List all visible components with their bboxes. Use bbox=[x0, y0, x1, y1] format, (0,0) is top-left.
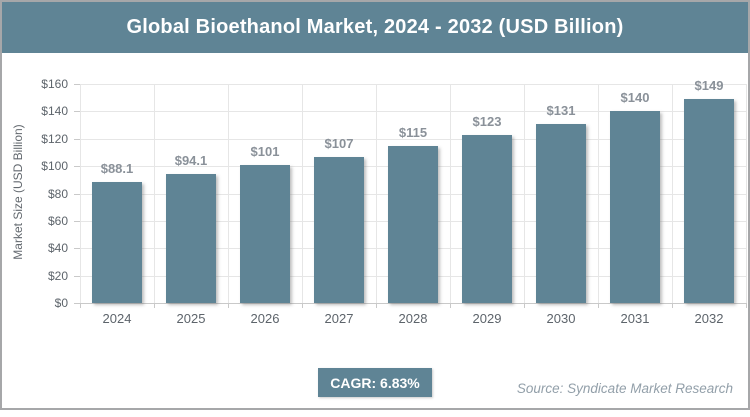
page-title: Global Bioethanol Market, 2024 - 2032 (U… bbox=[126, 16, 624, 38]
bar-2025 bbox=[166, 174, 216, 303]
bar-2026 bbox=[240, 164, 290, 303]
bar-2024 bbox=[92, 182, 142, 303]
v-gridline bbox=[154, 84, 155, 303]
bar-2030 bbox=[536, 123, 586, 303]
y-tick-label: $20 bbox=[47, 268, 68, 283]
x-tick-mark bbox=[80, 303, 81, 308]
v-gridline bbox=[228, 84, 229, 303]
y-tick-mark bbox=[74, 111, 80, 113]
x-tick-label: 2029 bbox=[472, 311, 502, 326]
x-tick-mark bbox=[302, 303, 303, 308]
v-gridline bbox=[746, 84, 747, 303]
y-tick-label: $140 bbox=[41, 104, 68, 119]
plot-area: $0 $20 $40 $60 $80 $100 $120 $140 $160 $88.1 2024 $… bbox=[2, 2, 748, 408]
bar-value-label: $88.1 bbox=[100, 161, 134, 177]
cagr-badge: CAGR: 6.83% bbox=[318, 368, 432, 397]
v-gridline bbox=[598, 84, 599, 303]
y-tick-mark bbox=[74, 248, 80, 250]
y-tick-label: $160 bbox=[41, 77, 68, 91]
v-gridline bbox=[302, 84, 303, 303]
x-tick-mark bbox=[450, 303, 451, 308]
bar-2031 bbox=[610, 111, 660, 303]
x-tick-mark bbox=[154, 303, 155, 308]
x-tick-mark bbox=[228, 303, 229, 308]
source-credit: Source: Syndicate Market Research bbox=[516, 381, 733, 396]
bar-value-label: $115 bbox=[398, 124, 428, 140]
bar-2029 bbox=[462, 134, 512, 303]
y-tick-label: $120 bbox=[41, 131, 68, 146]
x-tick-label: 2030 bbox=[546, 311, 576, 326]
y-tick-label: $100 bbox=[41, 159, 68, 174]
x-tick-label: 2032 bbox=[694, 311, 724, 326]
x-tick-mark bbox=[672, 303, 673, 308]
y-tick-mark bbox=[74, 220, 80, 222]
bar-2032 bbox=[684, 99, 734, 303]
bar-value-label: $101 bbox=[250, 143, 280, 159]
v-gridline bbox=[450, 84, 451, 303]
h-gridline bbox=[80, 84, 746, 85]
bar-value-label: $149 bbox=[694, 78, 724, 94]
x-tick-mark bbox=[524, 303, 525, 308]
bar-value-label: $140 bbox=[620, 90, 650, 106]
h-gridline bbox=[80, 111, 746, 113]
h-gridline bbox=[80, 138, 746, 140]
x-axis-line bbox=[80, 303, 746, 304]
x-tick-label: 2031 bbox=[620, 311, 650, 326]
chart-title-bar: Global Bioethanol Market, 2024 - 2032 (U… bbox=[2, 2, 748, 53]
y-tick-mark bbox=[74, 193, 80, 195]
v-gridline bbox=[80, 84, 81, 303]
x-tick-mark bbox=[746, 303, 747, 308]
bar-2027 bbox=[314, 156, 364, 303]
x-tick-label: 2025 bbox=[176, 311, 206, 326]
x-tick-label: 2026 bbox=[250, 311, 280, 326]
y-tick-label: $80 bbox=[47, 186, 68, 201]
x-tick-label: 2028 bbox=[398, 311, 428, 326]
y-tick-label: $60 bbox=[47, 213, 68, 228]
bar-value-label: $107 bbox=[324, 135, 354, 151]
y-tick-mark bbox=[74, 166, 80, 168]
bar-value-label: $131 bbox=[546, 102, 576, 118]
y-tick-mark bbox=[74, 138, 80, 140]
x-tick-label: 2027 bbox=[324, 311, 354, 326]
y-tick-label: $0 bbox=[54, 296, 68, 310]
v-gridline bbox=[524, 84, 525, 303]
y-tick-mark bbox=[74, 303, 80, 304]
v-gridline bbox=[376, 84, 377, 303]
x-tick-mark bbox=[376, 303, 377, 308]
y-tick-label: $40 bbox=[47, 241, 68, 256]
bar-2028 bbox=[388, 145, 438, 303]
bar-value-label: $94.1 bbox=[174, 153, 208, 169]
v-gridline bbox=[672, 84, 673, 303]
bar-value-label: $123 bbox=[472, 113, 502, 129]
y-tick-mark bbox=[74, 275, 80, 277]
x-tick-mark bbox=[598, 303, 599, 308]
x-tick-label: 2024 bbox=[102, 311, 132, 326]
y-tick-mark bbox=[74, 84, 80, 85]
